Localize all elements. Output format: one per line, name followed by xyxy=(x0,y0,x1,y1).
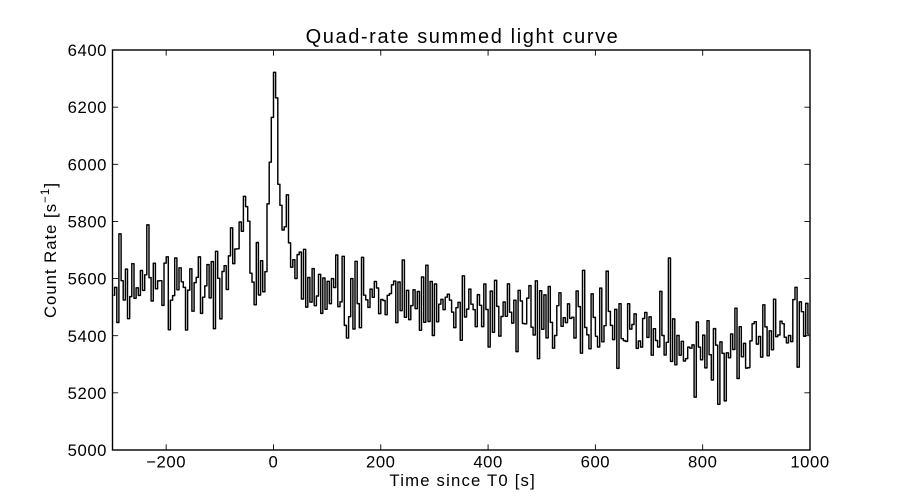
svg-text:5800: 5800 xyxy=(68,213,107,232)
svg-text:200: 200 xyxy=(366,453,396,472)
svg-text:1000: 1000 xyxy=(790,453,829,472)
svg-text:Count Rate [s−1]: Count Rate [s−1] xyxy=(39,182,60,318)
svg-text:5200: 5200 xyxy=(68,384,107,403)
svg-text:800: 800 xyxy=(688,453,718,472)
svg-text:5600: 5600 xyxy=(68,270,107,289)
svg-text:Time since T0 [s]: Time since T0 [s] xyxy=(389,471,536,490)
svg-text:5000: 5000 xyxy=(68,441,107,460)
svg-text:0: 0 xyxy=(269,453,279,472)
svg-text:−200: −200 xyxy=(146,453,186,472)
svg-text:6200: 6200 xyxy=(68,98,107,117)
svg-text:600: 600 xyxy=(581,453,611,472)
svg-text:6400: 6400 xyxy=(68,41,107,60)
svg-text:Quad-rate summed light curve: Quad-rate summed light curve xyxy=(306,26,620,48)
svg-text:5400: 5400 xyxy=(68,327,107,346)
svg-text:400: 400 xyxy=(473,453,503,472)
svg-text:6000: 6000 xyxy=(68,155,107,174)
